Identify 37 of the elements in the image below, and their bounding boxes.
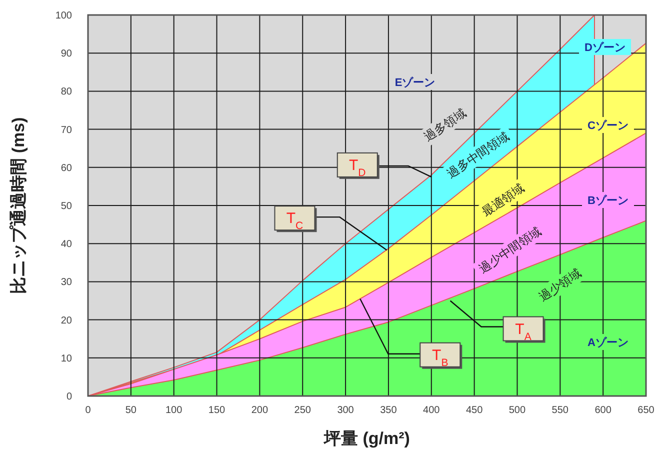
x-tick-label: 0 [85,405,92,416]
annotation: Bゾーン [588,194,628,207]
annotation: T$_{D}$ [349,156,366,179]
x-tick-label: 500 [508,405,526,416]
x-tick-label: 400 [423,405,440,416]
annotation: T$_{B}$ [432,346,448,369]
annotation: 最適領域 [479,180,527,220]
x-tick-label: 150 [208,405,226,416]
y-axis-title: 比ニップ通過時間 (ms) [9,117,28,294]
annotation: T$_{A}$ [515,320,532,343]
annotation: T$_{C}$ [286,210,304,232]
y-tick-label: 60 [60,162,72,174]
annotation: Eゾーン [394,76,436,89]
x-tick-label: 50 [125,405,137,416]
y-tick-label: 70 [60,124,72,136]
x-tick-label: 650 [638,405,655,416]
x-tick-label: 100 [166,405,183,416]
y-tick-label: 0 [66,392,72,402]
x-tick-label: 450 [466,405,484,416]
annotation: Aゾーン [588,336,628,349]
x-tick-label: 350 [380,405,398,416]
y-tick-label: 80 [60,86,72,98]
y-tick-label: 20 [60,315,72,326]
x-tick-label: 250 [294,405,312,416]
annotation: Cゾーン [588,119,628,132]
x-tick-label: 200 [251,405,268,416]
y-tick-label: 40 [60,239,72,250]
y-tick-label: 50 [60,201,72,212]
y-tick-label: 30 [60,277,72,288]
x-tick-label: 550 [552,405,569,416]
annotation: Dゾーン [584,41,626,54]
x-tick-label: 600 [594,405,612,416]
x-tick-label: 300 [337,405,354,416]
y-tick-label: 10 [60,353,72,364]
x-axis-title: 坪量 (g/m²) [323,429,410,448]
y-tick-label: 100 [55,10,72,22]
y-tick-label: 90 [60,48,72,60]
